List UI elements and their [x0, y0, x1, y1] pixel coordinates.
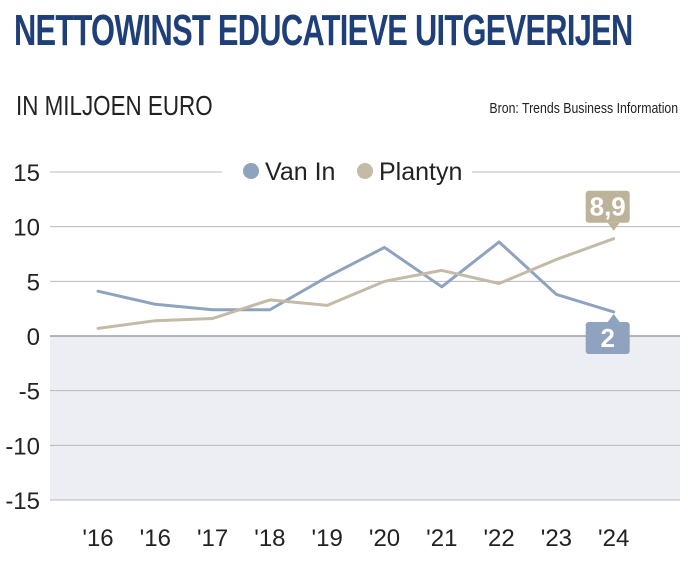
legend: Van In Plantyn [222, 152, 472, 192]
callouts: 8,92 [585, 190, 630, 354]
x-tick-label: '16 [82, 525, 113, 552]
series-line-plantyn [96, 237, 616, 330]
chart-subtitle: IN MILJOEN EURO [16, 90, 213, 121]
x-tick-label: '17 [197, 525, 228, 552]
x-tick-label: '20 [369, 525, 400, 552]
y-tick-label: 0 [27, 324, 40, 351]
y-tick-label: 15 [13, 160, 40, 187]
callout-box [585, 190, 630, 223]
x-tick-label: '23 [541, 525, 572, 552]
y-tick-label: 5 [27, 269, 40, 296]
y-tick-label: 10 [13, 215, 40, 242]
y-axis-ticks: 15 10 5 0 -5 -10 -15 [5, 160, 40, 515]
x-tick-label: '24 [598, 525, 629, 552]
legend-background [222, 152, 472, 192]
x-axis-ticks: '16 '16 '17 '18 '19 '20 '21 '22 '23 '24 [82, 525, 629, 552]
series-line-van-in [96, 240, 616, 314]
negative-band [50, 336, 680, 500]
chart-title: NETTOWINST EDUCATIEVE UITGEVERIJEN [14, 6, 633, 55]
legend-label-plantyn: Plantyn [379, 158, 462, 186]
source-note: Bron: Trends Business Information [489, 100, 678, 117]
callout-pointer [607, 222, 620, 231]
y-tick-label: -5 [19, 379, 40, 406]
legend-label-van-in: Van In [265, 158, 335, 186]
legend-marker-van-in [243, 163, 259, 179]
legend-marker-plantyn [357, 163, 373, 179]
grid-lines [50, 171, 680, 501]
callout-label: 8,9 [590, 192, 626, 222]
series-lines [96, 237, 616, 330]
x-tick-label: '19 [312, 525, 343, 552]
callout-box [585, 321, 630, 354]
x-tick-label: '16 [140, 525, 171, 552]
y-tick-label: -10 [5, 433, 40, 460]
x-tick-label: '21 [426, 525, 457, 552]
x-tick-label: '18 [254, 525, 285, 552]
x-tick-label: '22 [483, 525, 514, 552]
callout-label: 2 [600, 323, 614, 353]
y-tick-label: -15 [5, 488, 40, 515]
callout-pointer [607, 313, 620, 322]
